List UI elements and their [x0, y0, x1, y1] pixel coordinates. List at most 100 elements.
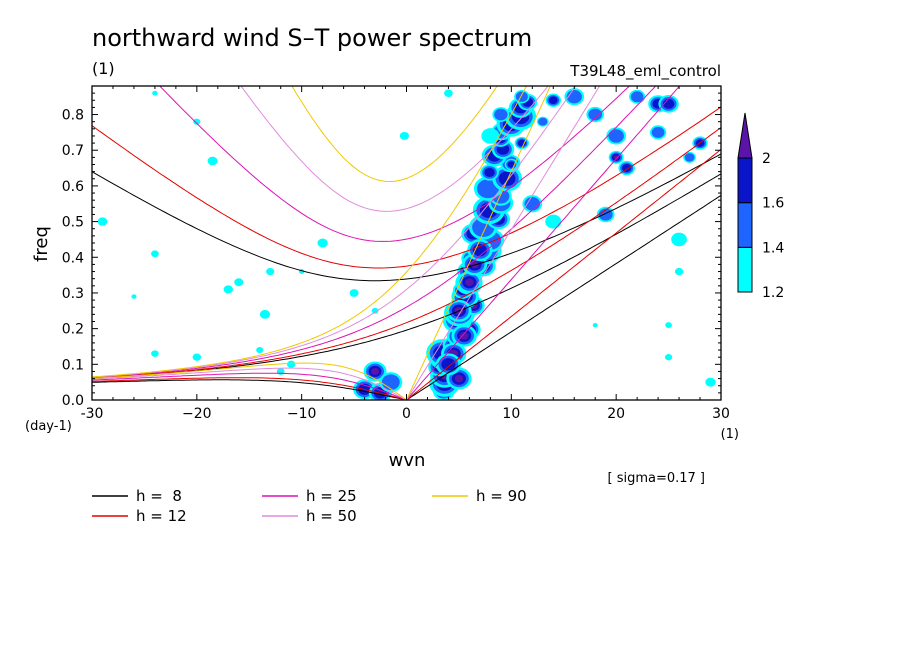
power-blob — [151, 250, 159, 258]
x-tick-label: 10 — [502, 406, 520, 422]
colorbar-swatch — [737, 157, 753, 204]
power-blob — [548, 96, 558, 105]
y-tick-label: 0.5 — [62, 215, 84, 231]
power-blob — [399, 131, 409, 140]
dispersion-curve-90 — [92, 86, 528, 378]
legend: h = 8 h = 12 h = 25 h = 50 h = 90 — [92, 487, 527, 525]
legend-label-8: h = 8 — [136, 487, 182, 505]
colorbar-label: 1.2 — [762, 285, 784, 301]
power-contours — [97, 88, 716, 400]
power-blob — [630, 91, 644, 103]
dispersion-curve-90 — [291, 86, 498, 183]
x-tick-label: −20 — [182, 406, 212, 422]
y-tick-label: 0.1 — [62, 357, 84, 373]
power-blob — [684, 153, 695, 162]
power-blob — [259, 309, 271, 319]
dispersion-curve-8 — [406, 194, 721, 400]
power-blob — [588, 108, 603, 121]
dispersion-curve-50 — [406, 86, 601, 400]
power-blob — [192, 353, 202, 361]
power-blob — [454, 374, 464, 383]
power-blob — [349, 289, 359, 297]
chart-title: northward wind S–T power spectrum — [92, 24, 532, 52]
dispersion-curves — [92, 86, 721, 400]
colorbar-label: 1.6 — [762, 196, 784, 212]
power-blob — [608, 129, 624, 143]
power-blob — [97, 217, 108, 226]
dispersion-curve-50 — [92, 367, 407, 400]
power-blob — [515, 91, 528, 102]
y-tick-label: 0.3 — [62, 286, 84, 302]
power-blob — [234, 278, 244, 287]
axis-ticks: -30 −20 −10 0 10 20 30 0.0 0.1 0.2 0.3 0.4 0.5 0.6 0.7… — [62, 86, 730, 422]
power-blob — [131, 294, 137, 299]
x-axis-label: wvn — [389, 450, 426, 471]
legend-label-25: h = 25 — [306, 487, 357, 505]
power-blob — [266, 267, 275, 276]
y-tick-label: 0.7 — [62, 143, 84, 159]
x-tick-label: 0 — [402, 406, 411, 422]
colorbar-swatch — [737, 202, 753, 248]
y-tick-label: 0.4 — [62, 250, 84, 266]
dispersion-curve-90 — [92, 362, 407, 400]
power-blob — [665, 322, 672, 328]
power-blob — [494, 108, 508, 121]
power-blob — [193, 118, 201, 125]
power-blob — [371, 307, 379, 314]
dispersion-curve-50 — [240, 86, 549, 212]
colorbar-arrow — [737, 112, 753, 159]
y-tick-label: 0.0 — [62, 393, 84, 409]
power-blob — [441, 358, 456, 371]
power-blob — [317, 238, 328, 248]
dispersion-curve-25 — [92, 86, 657, 378]
power-blob — [444, 89, 453, 97]
chart-subtitle-left: (1) — [92, 59, 115, 78]
power-blob — [465, 278, 474, 286]
colorbar-label: 2 — [762, 151, 771, 167]
dispersion-curve-8 — [92, 173, 721, 379]
power-blob — [371, 368, 379, 375]
x-tick-label: 20 — [607, 406, 625, 422]
power-blob — [484, 167, 495, 178]
sigma-annotation: [ sigma=0.17 ] — [607, 471, 705, 486]
x-unit-label: (1) — [721, 427, 739, 442]
power-blob — [477, 179, 499, 199]
power-blob — [256, 346, 264, 354]
x-tick-label: -30 — [81, 406, 104, 422]
power-blob — [481, 128, 500, 144]
power-blob — [538, 117, 548, 126]
power-blob — [592, 322, 598, 328]
y-axis-label: freq — [31, 226, 52, 262]
colorbar: 1.2 1.4 1.6 2 — [737, 112, 784, 301]
power-blob — [651, 126, 665, 138]
power-blob — [152, 90, 158, 96]
y-tick-label: 0.2 — [62, 322, 84, 338]
dispersion-curve-25 — [92, 372, 407, 400]
x-tick-label: −10 — [287, 406, 317, 422]
chart-subtitle-right: T39L48_eml_control — [569, 62, 721, 81]
power-blob — [674, 267, 684, 276]
power-blob — [545, 214, 562, 229]
dispersion-curve-8 — [92, 379, 407, 400]
colorbar-label: 1.4 — [762, 240, 784, 256]
power-blob — [622, 164, 632, 173]
legend-label-50: h = 50 — [306, 507, 357, 525]
power-blob — [705, 377, 716, 387]
dispersion-curve-8 — [92, 153, 721, 282]
power-blob — [381, 374, 400, 390]
dispersion-curve-12 — [92, 127, 721, 379]
power-blob — [507, 161, 516, 168]
power-blob — [664, 354, 673, 361]
power-blob — [524, 197, 541, 211]
dispersion-curve-25 — [159, 86, 631, 242]
power-blob — [613, 155, 619, 160]
dispersion-curve-50 — [92, 86, 577, 378]
dispersion-curve-12 — [92, 377, 407, 400]
power-blob — [671, 232, 687, 247]
dispersion-curve-12 — [92, 106, 721, 269]
power-blob — [223, 285, 233, 294]
power-blob — [459, 332, 469, 340]
legend-label-90: h = 90 — [476, 487, 527, 505]
colorbar-swatch — [737, 246, 753, 293]
